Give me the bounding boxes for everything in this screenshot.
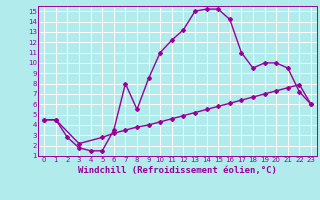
X-axis label: Windchill (Refroidissement éolien,°C): Windchill (Refroidissement éolien,°C) (78, 166, 277, 175)
